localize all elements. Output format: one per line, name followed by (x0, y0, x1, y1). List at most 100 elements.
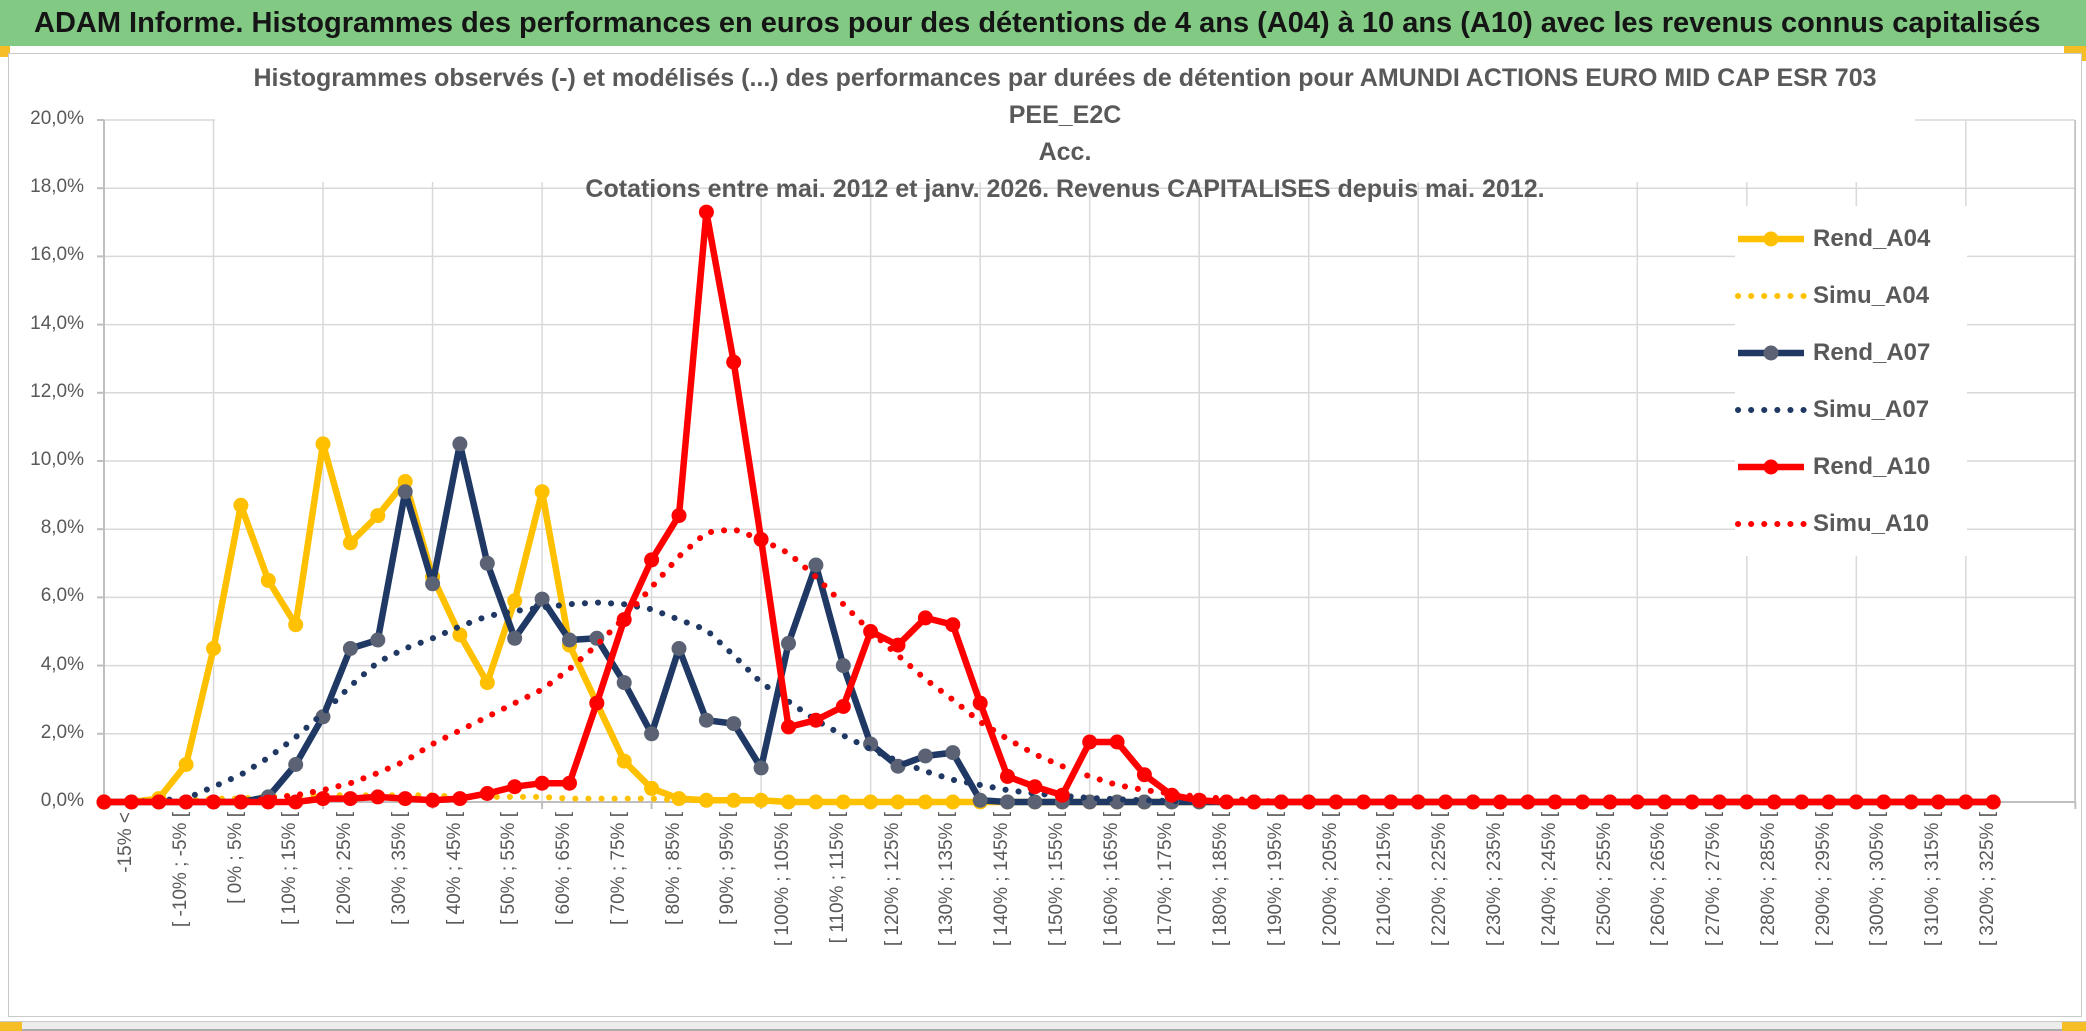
legend: Rend_A04 Simu_A04 Rend_A07 Simu_A07 Rend_A10… (1735, 206, 1967, 556)
y-axis-label: 18,0% (30, 176, 84, 198)
x-axis-label: [ 110% ; 115% [ (826, 812, 848, 944)
data-point-marker (698, 712, 714, 728)
y-axis-label: 10,0% (30, 449, 84, 470)
data-point-marker (890, 637, 906, 653)
x-axis-label: [ 0% ; 5% [ (224, 812, 246, 904)
data-point-marker (342, 535, 358, 551)
data-point-marker (644, 726, 660, 742)
x-axis-label: [ 310% ; 315% [ (1922, 812, 1944, 947)
x-axis-label: [ 80% ; 85% [ (662, 812, 684, 926)
x-axis-label: [ 50% ; 55% [ (498, 812, 520, 926)
data-point-marker (616, 753, 632, 769)
data-point-marker (808, 557, 824, 573)
legend-item-rend_a10[interactable]: Rend_A10 (1735, 438, 1967, 495)
x-axis-label: [ -10% ; -5% [ (169, 812, 191, 928)
data-point-marker (1000, 768, 1015, 784)
x-axis-label: [ 260% ; 265% [ (1648, 812, 1670, 947)
legend-item-rend_a07[interactable]: Rend_A07 (1735, 324, 1967, 381)
legend-label: Rend_A10 (1813, 452, 1931, 480)
x-axis-label: [ 90% ; 95% [ (717, 812, 739, 926)
data-point-marker (781, 794, 796, 810)
x-axis-label: [ 130% ; 135% [ (936, 812, 958, 947)
data-point-marker (753, 760, 769, 776)
data-point-marker (507, 779, 523, 795)
legend-swatch-icon (1738, 459, 1804, 474)
x-axis-label: [ 180% ; 185% [ (1210, 812, 1232, 947)
x-axis-label: [ 270% ; 275% [ (1703, 812, 1725, 947)
data-point-marker (534, 484, 550, 500)
data-point-marker (1027, 794, 1043, 810)
chart-title-line3: Cotations entre mai. 2012 et janv. 2026.… (585, 175, 1545, 203)
data-point-marker (726, 716, 742, 732)
data-point-marker (562, 775, 577, 791)
y-axis-label: 14,0% (30, 312, 84, 334)
x-axis-label: [ 40% ; 45% [ (443, 812, 465, 926)
data-point-marker (479, 675, 495, 691)
x-axis-label: [ 200% ; 205% [ (1319, 812, 1341, 947)
data-point-marker (808, 794, 824, 810)
data-point-marker (260, 572, 276, 588)
legend-label: Simu_A04 (1813, 281, 1930, 309)
x-axis-label: [ 170% ; 175% [ (1155, 812, 1177, 947)
x-axis-label: [ 320% ; 325% [ (1976, 812, 1998, 947)
data-point-marker (616, 675, 632, 691)
legend-item-simu_a10[interactable]: Simu_A10 (1735, 495, 1967, 552)
data-point-marker (342, 641, 358, 656)
chart-title: Histogrammes observés (-) et modélisés (… (215, 60, 1915, 203)
data-point-marker (1684, 794, 1700, 810)
legend-label: Rend_A07 (1813, 338, 1931, 366)
data-point-marker (1356, 794, 1371, 810)
x-axis-label: [ 140% ; 145% [ (991, 812, 1013, 947)
x-axis-label: [ 30% ; 35% [ (388, 812, 410, 926)
data-point-marker (671, 641, 687, 656)
data-point-marker (315, 791, 331, 807)
header-bar: ADAM Informe. Histogrammes des performan… (0, 0, 2086, 46)
legend-swatch-icon (1738, 231, 1804, 246)
y-axis-label: 12,0% (30, 380, 84, 402)
legend-item-simu_a04[interactable]: Simu_A04 (1735, 267, 1967, 324)
data-point-marker (1000, 794, 1015, 810)
data-point-marker (1465, 794, 1481, 810)
y-axis-label: 8,0% (40, 517, 84, 539)
data-point-marker (1109, 734, 1125, 750)
data-point-marker (562, 632, 577, 648)
legend-item-simu_a07[interactable]: Simu_A07 (1735, 381, 1967, 438)
corner-tab-top-left (0, 46, 10, 57)
data-point-marker (534, 775, 550, 791)
data-point-marker (1766, 794, 1782, 810)
y-axis-label: 20,0% (30, 108, 84, 129)
data-point-marker (1054, 787, 1070, 803)
x-axis-label: -15% < (115, 812, 136, 873)
data-point-marker (835, 658, 851, 674)
data-point-marker (315, 436, 331, 452)
x-axis-label: [ 290% ; 295% [ (1812, 812, 1834, 947)
y-axis-label: 6,0% (40, 585, 84, 607)
x-axis-label: [ 10% ; 15% [ (279, 812, 301, 926)
data-point-marker (589, 695, 605, 711)
legend-item-rend_a04[interactable]: Rend_A04 (1735, 210, 1967, 267)
data-point-marker (1958, 794, 1974, 810)
data-point-marker (1985, 794, 2001, 810)
bottom-scrollbar-band[interactable] (0, 1021, 2086, 1031)
data-point-marker (1711, 794, 1727, 810)
legend-label: Simu_A10 (1813, 509, 1930, 537)
data-point-marker (479, 786, 495, 801)
x-axis-label: [ 60% ; 65% [ (553, 812, 575, 926)
data-point-marker (835, 699, 851, 714)
legend-swatch-icon (1735, 520, 1807, 527)
data-point-marker (288, 617, 304, 633)
x-axis-label: [ 20% ; 25% [ (334, 812, 356, 926)
data-point-marker (917, 610, 933, 626)
series-rend_a10 (96, 204, 2001, 810)
x-axis-label: [ 100% ; 105% [ (772, 812, 794, 947)
data-point-marker (370, 632, 386, 648)
legend-swatch-icon (1735, 406, 1807, 413)
y-axis-label: 0,0% (40, 790, 84, 811)
data-point-marker (644, 552, 660, 568)
data-point-marker (945, 745, 961, 761)
data-point-marker (917, 748, 933, 764)
data-point-marker (507, 630, 523, 646)
data-point-marker (178, 794, 194, 810)
data-point-marker (233, 794, 249, 810)
